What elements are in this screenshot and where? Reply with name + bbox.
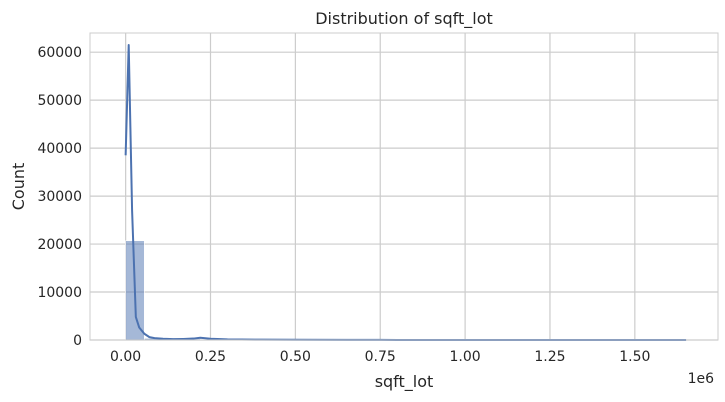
y-tick-label: 60000 [37, 45, 82, 61]
y-tick-label: 50000 [37, 93, 82, 109]
x-axis-label: sqft_lot [375, 372, 434, 392]
x-tick-label: 1.25 [534, 349, 565, 365]
x-tick-label: 0.00 [110, 349, 141, 365]
x-tick-labels: 0.00 0.25 0.50 0.75 1.00 1.25 1.50 [110, 349, 650, 365]
plot-frame [89, 32, 719, 341]
x-tick-label: 1.00 [450, 349, 481, 365]
y-tick-label: 40000 [37, 141, 82, 157]
grid [90, 33, 718, 341]
x-tick-label: 0.50 [280, 349, 311, 365]
y-axis-label: Count [9, 163, 28, 211]
y-tick-labels: 0 10000 20000 30000 40000 50000 60000 [37, 45, 82, 349]
x-axis-offset-label: 1e6 [688, 371, 715, 387]
y-tick-label: 0 [73, 333, 82, 349]
chart-title: Distribution of sqft_lot [315, 9, 493, 29]
y-tick-label: 20000 [37, 237, 82, 253]
y-tick-label: 30000 [37, 189, 82, 205]
x-tick-label: 1.50 [619, 349, 650, 365]
x-tick-label: 0.25 [195, 349, 226, 365]
y-tick-label: 10000 [37, 285, 82, 301]
x-tick-label: 0.75 [365, 349, 396, 365]
